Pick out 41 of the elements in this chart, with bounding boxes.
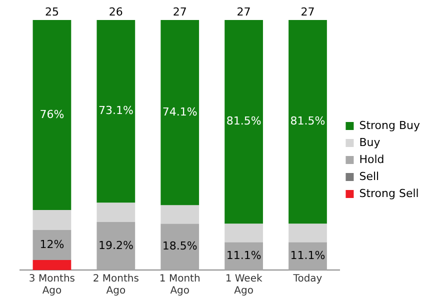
annotation: 26 — [108, 5, 123, 18]
bar — [32, 20, 72, 210]
x-tick-label: 1 Week Ago — [225, 274, 262, 297]
annotation: 25 — [44, 5, 59, 18]
legend-label: Sell — [359, 170, 380, 183]
bar — [288, 242, 327, 270]
bar — [160, 224, 200, 270]
bar — [224, 242, 263, 270]
data-label: 11.1% — [226, 248, 262, 262]
bar — [160, 20, 200, 206]
bar — [224, 20, 263, 224]
bar — [288, 20, 327, 224]
data-label: 76% — [40, 108, 64, 121]
legend-label: Buy — [359, 136, 381, 149]
data-label: 81.5% — [226, 114, 262, 128]
data-label: 11.1% — [290, 248, 326, 262]
x-tick-label: 2 Months Ago — [92, 274, 139, 297]
bar — [96, 222, 136, 270]
legend-label: Hold — [359, 152, 384, 166]
annotation: 27 — [172, 5, 187, 18]
data-label: 12% — [40, 238, 64, 251]
data-label: 81.5% — [290, 114, 326, 128]
bar — [96, 20, 136, 203]
annotation: 27 — [300, 5, 315, 18]
data-label: 18.5% — [162, 240, 198, 253]
data-label: 74.1% — [162, 105, 198, 118]
bar — [224, 224, 263, 242]
data-label: 19.2% — [98, 238, 134, 252]
legend-label: Strong Sell — [359, 186, 419, 200]
bar — [32, 210, 72, 230]
data-label: 73.1% — [98, 104, 134, 118]
legend-label: Strong Buy — [359, 118, 420, 132]
bar — [288, 224, 327, 242]
x-tick-label: Today — [292, 274, 322, 285]
bar — [32, 230, 72, 260]
annotation: 27 — [236, 5, 251, 18]
bar — [32, 260, 72, 270]
bar — [160, 205, 200, 224]
x-tick-label: 3 Months Ago — [28, 274, 76, 297]
x-tick-label: 1 Month Ago — [159, 274, 200, 297]
bar — [96, 202, 136, 222]
